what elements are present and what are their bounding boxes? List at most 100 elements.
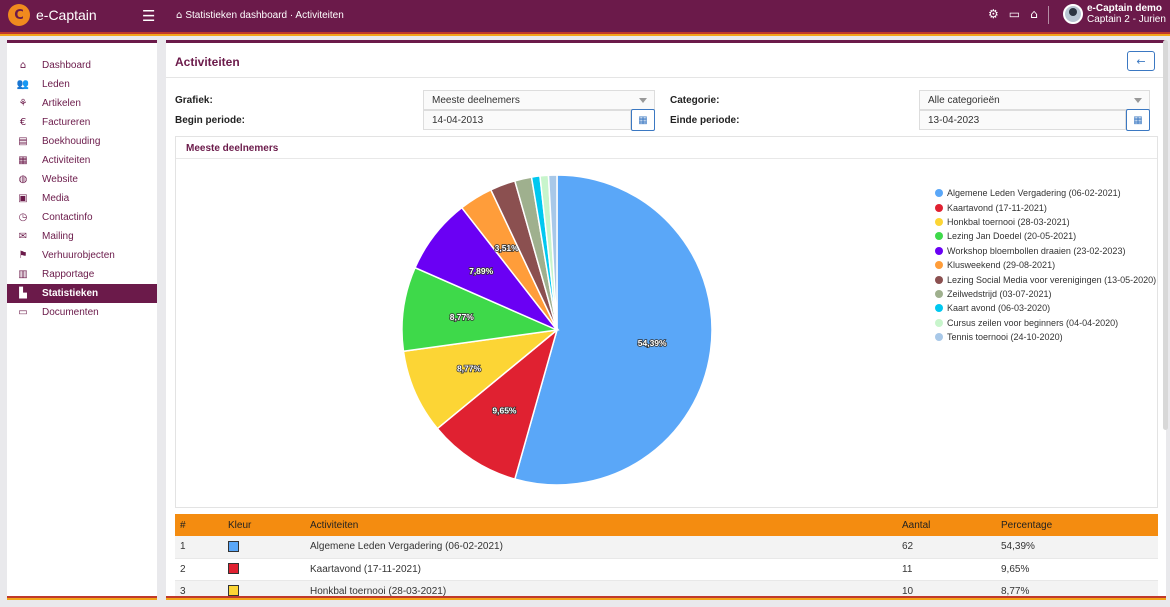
col-activity[interactable]: Activiteiten bbox=[305, 514, 897, 536]
sidebar-item-website[interactable]: ◍ Website bbox=[7, 170, 157, 189]
user-info: e-Captain demo Captain 2 - Jurien bbox=[1087, 3, 1166, 25]
user-role: Captain 2 - Jurien bbox=[1087, 14, 1166, 25]
table-row[interactable]: 2 Kaartavond (17-11-2021) 11 9,65% bbox=[175, 558, 1158, 581]
begin-periode-input[interactable]: 14-04-2013 bbox=[423, 110, 631, 130]
sidebar-item-label: Activiteiten bbox=[42, 155, 91, 166]
legend-item[interactable]: Lezing Jan Doedel (20-05-2021) bbox=[935, 229, 1156, 243]
title-divider bbox=[166, 77, 1166, 78]
legend-item[interactable]: Kaart avond (06-03-2020) bbox=[935, 301, 1156, 315]
pie-slice[interactable] bbox=[402, 328, 560, 430]
sidebar-item-label: Documenten bbox=[42, 307, 99, 318]
begin-periode-label: Begin periode: bbox=[175, 115, 246, 126]
calendar-icon[interactable]: ▦ bbox=[1126, 109, 1150, 131]
color-swatch bbox=[228, 563, 239, 575]
sidebar-item-boekhouding[interactable]: ▤ Boekhouding bbox=[7, 132, 157, 151]
sidebar-item-leden[interactable]: 👥 Leden bbox=[7, 75, 157, 94]
sidebar-item-verhuurobjecten[interactable]: ⚑ Verhuurobjecten bbox=[7, 246, 157, 265]
cell-number: 3 bbox=[175, 580, 223, 600]
legend-swatch bbox=[935, 232, 943, 241]
col-color[interactable]: Kleur bbox=[223, 514, 305, 536]
calendar-icon: ▦ bbox=[18, 155, 28, 166]
table-body: 1 Algemene Leden Vergadering (06-02-2021)… bbox=[175, 536, 1158, 600]
user-menu[interactable]: e-Captain demo Captain 2 - Jurien bbox=[1063, 3, 1166, 25]
sidebar-item-contactinfo[interactable]: ◷ Contactinfo bbox=[7, 208, 157, 227]
table-row[interactable]: 1 Algemene Leden Vergadering (06-02-2021)… bbox=[175, 536, 1158, 559]
cell-activity: Algemene Leden Vergadering (06-02-2021) bbox=[305, 536, 897, 559]
cell-count: 10 bbox=[897, 580, 996, 600]
legend-item[interactable]: Lezing Social Media voor verenigingen (1… bbox=[935, 272, 1156, 286]
legend-label: Zeilwedstrijd (03-07-2021) bbox=[947, 288, 1052, 299]
home-icon[interactable]: ⌂ bbox=[176, 10, 183, 21]
grafiek-select[interactable]: Meeste deelnemers bbox=[423, 90, 655, 110]
legend-label: Tennis toernooi (24-10-2020) bbox=[947, 332, 1063, 343]
legend-label: Klusweekend (29-08-2021) bbox=[947, 260, 1056, 271]
sidebar-item-label: Dashboard bbox=[42, 60, 91, 71]
col-number[interactable]: # bbox=[175, 514, 223, 536]
legend-item[interactable]: Zeilwedstrijd (03-07-2021) bbox=[935, 287, 1156, 301]
sidebar-item-label: Boekhouding bbox=[42, 136, 101, 147]
cell-percentage: 8,77% bbox=[996, 580, 1158, 600]
sidebar-item-statistieken[interactable]: ▙ Statistieken bbox=[7, 284, 157, 303]
legend-label: Cursus zeilen voor beginners (04-04-2020… bbox=[947, 317, 1119, 328]
sidebar-item-factureren[interactable]: € Factureren bbox=[7, 113, 157, 132]
app-logo: C bbox=[8, 4, 30, 26]
inbox-icon[interactable]: ⌂ bbox=[1030, 7, 1038, 21]
legend-label: Lezing Social Media voor verenigingen (1… bbox=[947, 274, 1157, 285]
sidebar-item-label: Leden bbox=[42, 79, 70, 90]
legend-swatch bbox=[935, 289, 943, 298]
legend-item[interactable]: Honkbal toernooi (28-03-2021) bbox=[935, 215, 1156, 229]
ledger-icon: ▤ bbox=[18, 136, 28, 147]
chevron-down-icon bbox=[639, 98, 647, 103]
table-row[interactable]: 3 Honkbal toernooi (28-03-2021) 10 8,77% bbox=[175, 580, 1158, 600]
cell-color bbox=[223, 580, 305, 600]
slice-label: 7,89% bbox=[469, 266, 494, 276]
cell-color bbox=[223, 558, 305, 581]
back-button[interactable]: ← bbox=[1127, 51, 1155, 71]
users-settings-icon[interactable]: ⚙ bbox=[988, 7, 999, 21]
legend-item[interactable]: Workshop bloembollen draaien (23-02-2023… bbox=[935, 244, 1156, 258]
sidebar-item-dashboard[interactable]: ⌂ Dashboard bbox=[7, 56, 157, 75]
activities-table: # Kleur Activiteiten Aantal Percentage 1… bbox=[175, 514, 1158, 600]
categorie-label: Categorie: bbox=[670, 95, 720, 106]
mail-icon: ✉ bbox=[18, 231, 28, 242]
calendar-icon[interactable]: ▦ bbox=[631, 109, 655, 131]
legend-label: Workshop bloembollen draaien (23-02-2023… bbox=[947, 245, 1126, 256]
pie-slice[interactable] bbox=[513, 174, 713, 486]
legend-item[interactable]: Tennis toernooi (24-10-2020) bbox=[935, 330, 1156, 344]
sidebar-item-activiteiten[interactable]: ▦ Activiteiten bbox=[7, 151, 157, 170]
sidebar-item-mailing[interactable]: ✉ Mailing bbox=[7, 227, 157, 246]
sidebar-item-label: Contactinfo bbox=[42, 212, 93, 223]
pie-slice[interactable] bbox=[547, 174, 558, 331]
einde-periode-input[interactable]: 13-04-2023 bbox=[919, 110, 1126, 130]
chart-card: Meeste deelnemers 54,39% 9,65% 8,77% 8,77% 7… bbox=[175, 136, 1158, 508]
color-swatch bbox=[228, 541, 239, 553]
col-count[interactable]: Aantal bbox=[897, 514, 996, 536]
scrollbar[interactable] bbox=[1163, 40, 1168, 430]
chevron-down-icon bbox=[1134, 98, 1142, 103]
col-percentage[interactable]: Percentage bbox=[996, 514, 1158, 536]
sidebar-item-label: Statistieken bbox=[42, 288, 99, 299]
legend-item[interactable]: Algemene Leden Vergadering (06-02-2021) bbox=[935, 186, 1156, 200]
globe-icon: ◍ bbox=[18, 174, 28, 185]
sidebar-item-media[interactable]: ▣ Media bbox=[7, 189, 157, 208]
breadcrumb-text[interactable]: Statistieken dashboard · Activiteiten bbox=[185, 10, 344, 21]
legend-item[interactable]: Cursus zeilen voor beginners (04-04-2020… bbox=[935, 316, 1156, 330]
avatar bbox=[1063, 4, 1083, 24]
cell-color bbox=[223, 536, 305, 559]
pie-slice[interactable] bbox=[436, 327, 559, 481]
categorie-select[interactable]: Alle categorieën bbox=[919, 90, 1150, 110]
legend-label: Kaartavond (17-11-2021) bbox=[947, 202, 1047, 213]
home-icon: ⌂ bbox=[19, 60, 27, 71]
slice-label: 54,39% bbox=[638, 338, 667, 348]
main-panel: Activiteiten ← Grafiek: Meeste deelnemer… bbox=[166, 40, 1166, 600]
sidebar-item-rapportage[interactable]: ▥ Rapportage bbox=[7, 265, 157, 284]
sidebar-item-artikelen[interactable]: ⚘ Artikelen bbox=[7, 94, 157, 113]
euro-icon: € bbox=[19, 117, 27, 128]
pie-slice[interactable] bbox=[401, 266, 560, 353]
legend-item[interactable]: Klusweekend (29-08-2021) bbox=[935, 258, 1156, 272]
menu-toggle-icon[interactable]: ☰ bbox=[142, 7, 156, 25]
legend-item[interactable]: Kaartavond (17-11-2021) bbox=[935, 200, 1156, 214]
sidebar-item-documenten[interactable]: ▭ Documenten bbox=[7, 303, 157, 322]
brand[interactable]: C e-Captain bbox=[8, 4, 97, 26]
id-card-icon[interactable]: ▭ bbox=[1008, 7, 1021, 21]
